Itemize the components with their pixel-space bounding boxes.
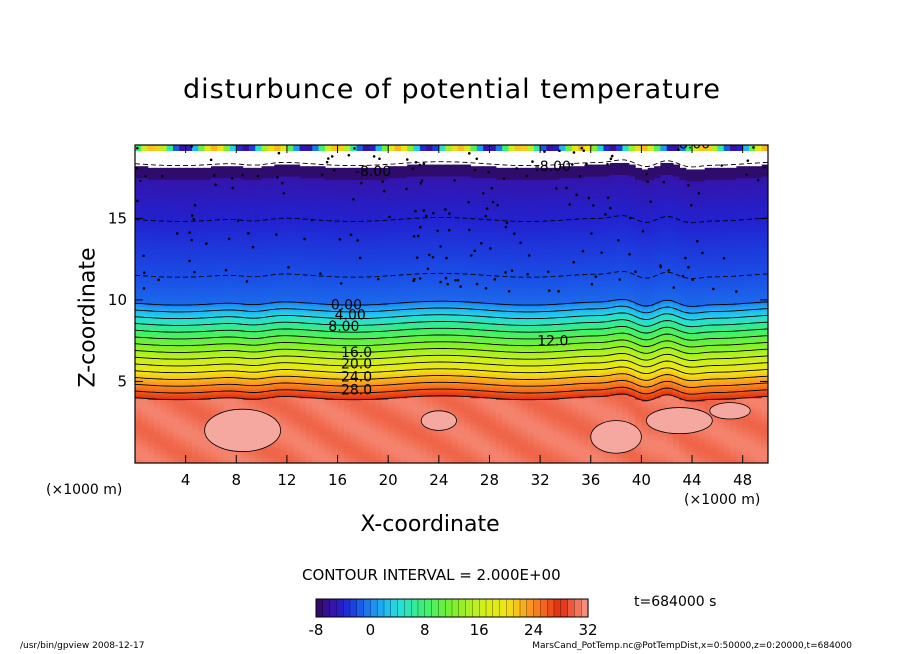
field-cell: [173, 168, 180, 170]
field-cell: [186, 168, 193, 170]
field-cell: [230, 166, 237, 168]
field-cell: [255, 168, 262, 170]
field-cell: [274, 165, 281, 167]
field-cell: [236, 166, 243, 168]
field-cell: [243, 168, 250, 170]
field-cell: [268, 166, 275, 168]
field-cell: [148, 168, 155, 170]
field-cell: [262, 166, 269, 168]
field-cell: [300, 166, 307, 168]
field-cell: [154, 168, 161, 170]
field-cell: [160, 168, 167, 170]
field-cell: [211, 166, 218, 168]
field-cell: [179, 168, 186, 170]
field-cell: [249, 168, 256, 170]
field-cell: [198, 168, 205, 170]
field-cell: [224, 166, 231, 168]
field-cell: [293, 165, 300, 167]
field-cell: [167, 168, 174, 170]
field-cell: [192, 168, 199, 170]
field-cell: [141, 166, 148, 168]
field-cell: [205, 168, 212, 170]
field-cell: [287, 165, 294, 167]
field-cell: [281, 165, 288, 167]
field-cell: [217, 166, 224, 168]
